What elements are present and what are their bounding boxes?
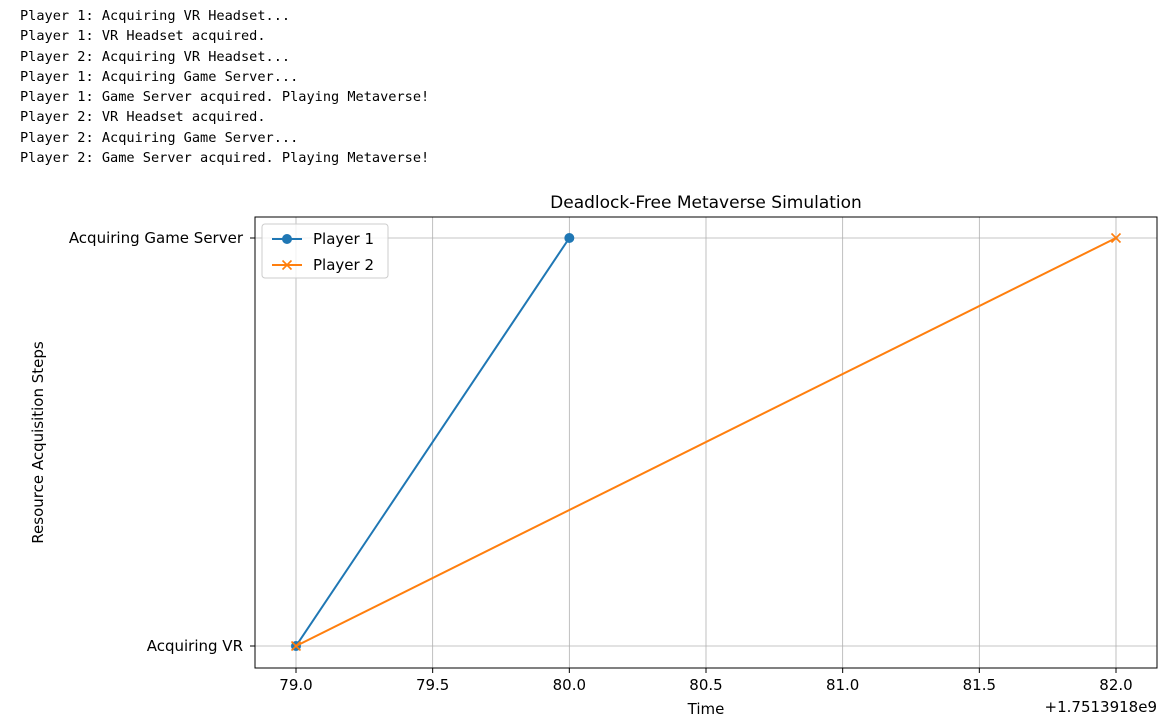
x-tick-label: 81.5 <box>963 676 996 694</box>
x-axis-offset-label: +1.7513918e9 <box>1045 698 1157 716</box>
chart-title: Deadlock-Free Metaverse Simulation <box>550 193 862 213</box>
legend-label: Player 1 <box>313 230 374 248</box>
console-line: Player 1: Acquiring Game Server... <box>20 68 299 85</box>
data-point <box>564 233 575 243</box>
console-output: Player 1: Acquiring VR Headset... Player … <box>20 6 429 168</box>
legend-label: Player 2 <box>313 256 374 274</box>
console-line: Player 1: VR Headset acquired. <box>20 28 266 45</box>
series-line <box>295 237 1117 647</box>
series-layer <box>290 232 1122 652</box>
y-tick-label: Acquiring Game Server <box>69 229 244 247</box>
series-line <box>295 237 571 647</box>
y-tick-label: Acquiring VR <box>147 637 243 655</box>
x-tick-label: 80.5 <box>689 676 722 694</box>
x-axis-label: Time <box>687 700 725 718</box>
data-point <box>1110 232 1122 244</box>
legend-marker <box>281 259 293 271</box>
console-line: Player 2: VR Headset acquired. <box>20 109 266 126</box>
ticks: 79.0 79.5 80.0 80.5 81.0 81.5 82.0 Acquiring VR… <box>69 229 1133 694</box>
x-tick-label: 81.0 <box>826 676 859 694</box>
legend: Player 1 Player 2 <box>261 223 389 279</box>
console-line: Player 2: Acquiring VR Headset... <box>20 48 291 65</box>
x-tick-label: 80.0 <box>553 676 586 694</box>
console-line: Player 1: Game Server acquired. Playing … <box>20 89 430 106</box>
data-point <box>290 640 302 652</box>
console-line: Player 2: Game Server acquired. Playing … <box>20 150 430 167</box>
x-tick-label: 79.0 <box>279 676 312 694</box>
legend-item: Player 1 <box>272 230 374 248</box>
x-tick-label: 79.5 <box>416 676 449 694</box>
console-line: Player 2: Acquiring Game Server... <box>20 129 299 146</box>
legend-item: Player 2 <box>272 256 374 274</box>
console-line: Player 1: Acquiring VR Headset... <box>20 8 291 24</box>
y-axis-label: Resource Acquisition Steps <box>29 341 47 544</box>
x-tick-label: 82.0 <box>1099 676 1132 694</box>
series-2 <box>290 232 1122 652</box>
legend-marker <box>282 234 292 244</box>
